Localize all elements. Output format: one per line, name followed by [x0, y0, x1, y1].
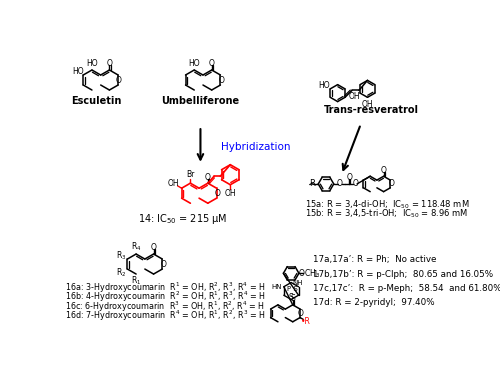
Text: Trans-resveratrol: Trans-resveratrol	[324, 105, 419, 115]
Text: Esculetin: Esculetin	[70, 96, 121, 106]
Text: O: O	[352, 180, 358, 189]
Text: S: S	[289, 293, 294, 302]
Text: HO: HO	[318, 81, 330, 90]
Text: O: O	[160, 260, 166, 268]
Text: OH: OH	[224, 189, 236, 198]
Text: 15a: R = 3,4-di-OH;  IC$_{50}$ = 118.48 mM: 15a: R = 3,4-di-OH; IC$_{50}$ = 118.48 m…	[305, 198, 470, 211]
Text: 14: IC$_{50}$ = 215 μM: 14: IC$_{50}$ = 215 μM	[138, 212, 228, 226]
Text: Umbelliferone: Umbelliferone	[162, 96, 240, 106]
Text: O: O	[209, 59, 214, 68]
Text: O: O	[218, 76, 224, 85]
Text: OH: OH	[348, 92, 360, 101]
Text: OCH$_3$: OCH$_3$	[298, 267, 320, 279]
Text: 16b: 4-Hydroxycoumarin  R$^2$ = OH, R$^1$, R$^3$, R$^4$ = H: 16b: 4-Hydroxycoumarin R$^2$ = OH, R$^1$…	[65, 290, 266, 304]
Text: Hybridization: Hybridization	[222, 142, 291, 152]
Text: R$_3$: R$_3$	[116, 249, 126, 262]
Text: 16c: 6-Hydroxycoumarin  R$^3$ = OH, R$^1$, R$^2$, R$^4$ = H: 16c: 6-Hydroxycoumarin R$^3$ = OH, R$^1$…	[65, 299, 265, 314]
Text: O: O	[337, 180, 343, 189]
Text: Br: Br	[186, 170, 194, 179]
Text: HO: HO	[72, 67, 84, 76]
Text: OH: OH	[362, 100, 374, 109]
Text: S: S	[290, 294, 295, 303]
Text: OH: OH	[168, 179, 179, 188]
Text: 17d: R = 2-pyridyl;  97.40%: 17d: R = 2-pyridyl; 97.40%	[313, 298, 434, 307]
Text: NH: NH	[292, 279, 302, 285]
Text: O: O	[116, 76, 122, 85]
Text: R$_1$: R$_1$	[131, 275, 141, 287]
Text: O: O	[380, 166, 386, 175]
Text: O: O	[214, 189, 220, 198]
Text: •R: •R	[301, 316, 311, 325]
Text: O: O	[347, 173, 353, 182]
Text: O: O	[388, 180, 394, 189]
Text: R$_2$: R$_2$	[116, 266, 126, 279]
Text: HN: HN	[271, 284, 281, 290]
Text: R$_4$: R$_4$	[131, 241, 141, 253]
Text: 17b,17b’: R = p-Clph;  80.65 and 16.05%: 17b,17b’: R = p-Clph; 80.65 and 16.05%	[313, 270, 493, 279]
Text: 16a: 3-Hydroxycoumarin  R$^1$ = OH, R$^2$, R$^3$, R$^4$ = H: 16a: 3-Hydroxycoumarin R$^1$ = OH, R$^2$…	[65, 281, 266, 295]
Text: 16d: 7-Hydroxycoumarin  R$^4$ = OH, R$^1$, R$^2$, R$^3$ = H: 16d: 7-Hydroxycoumarin R$^4$ = OH, R$^1$…	[65, 308, 266, 323]
Text: 17c,17c’:  R = p-Meph;  58.54  and 61.80%: 17c,17c’: R = p-Meph; 58.54 and 61.80%	[313, 284, 500, 293]
Text: 17a,17a’: R = Ph;  No active: 17a,17a’: R = Ph; No active	[313, 255, 436, 264]
Text: O: O	[298, 309, 304, 318]
Text: 15b: R = 3,4,5-tri-OH;  IC$_{50}$ = 8.96 mM: 15b: R = 3,4,5-tri-OH; IC$_{50}$ = 8.96 …	[305, 208, 468, 220]
Text: O: O	[150, 243, 156, 253]
Text: R: R	[309, 180, 315, 189]
Text: O: O	[205, 172, 211, 181]
Text: P S: P S	[286, 287, 298, 293]
Text: O: O	[106, 59, 112, 68]
Text: HO: HO	[188, 59, 200, 68]
Text: HO: HO	[86, 59, 98, 68]
